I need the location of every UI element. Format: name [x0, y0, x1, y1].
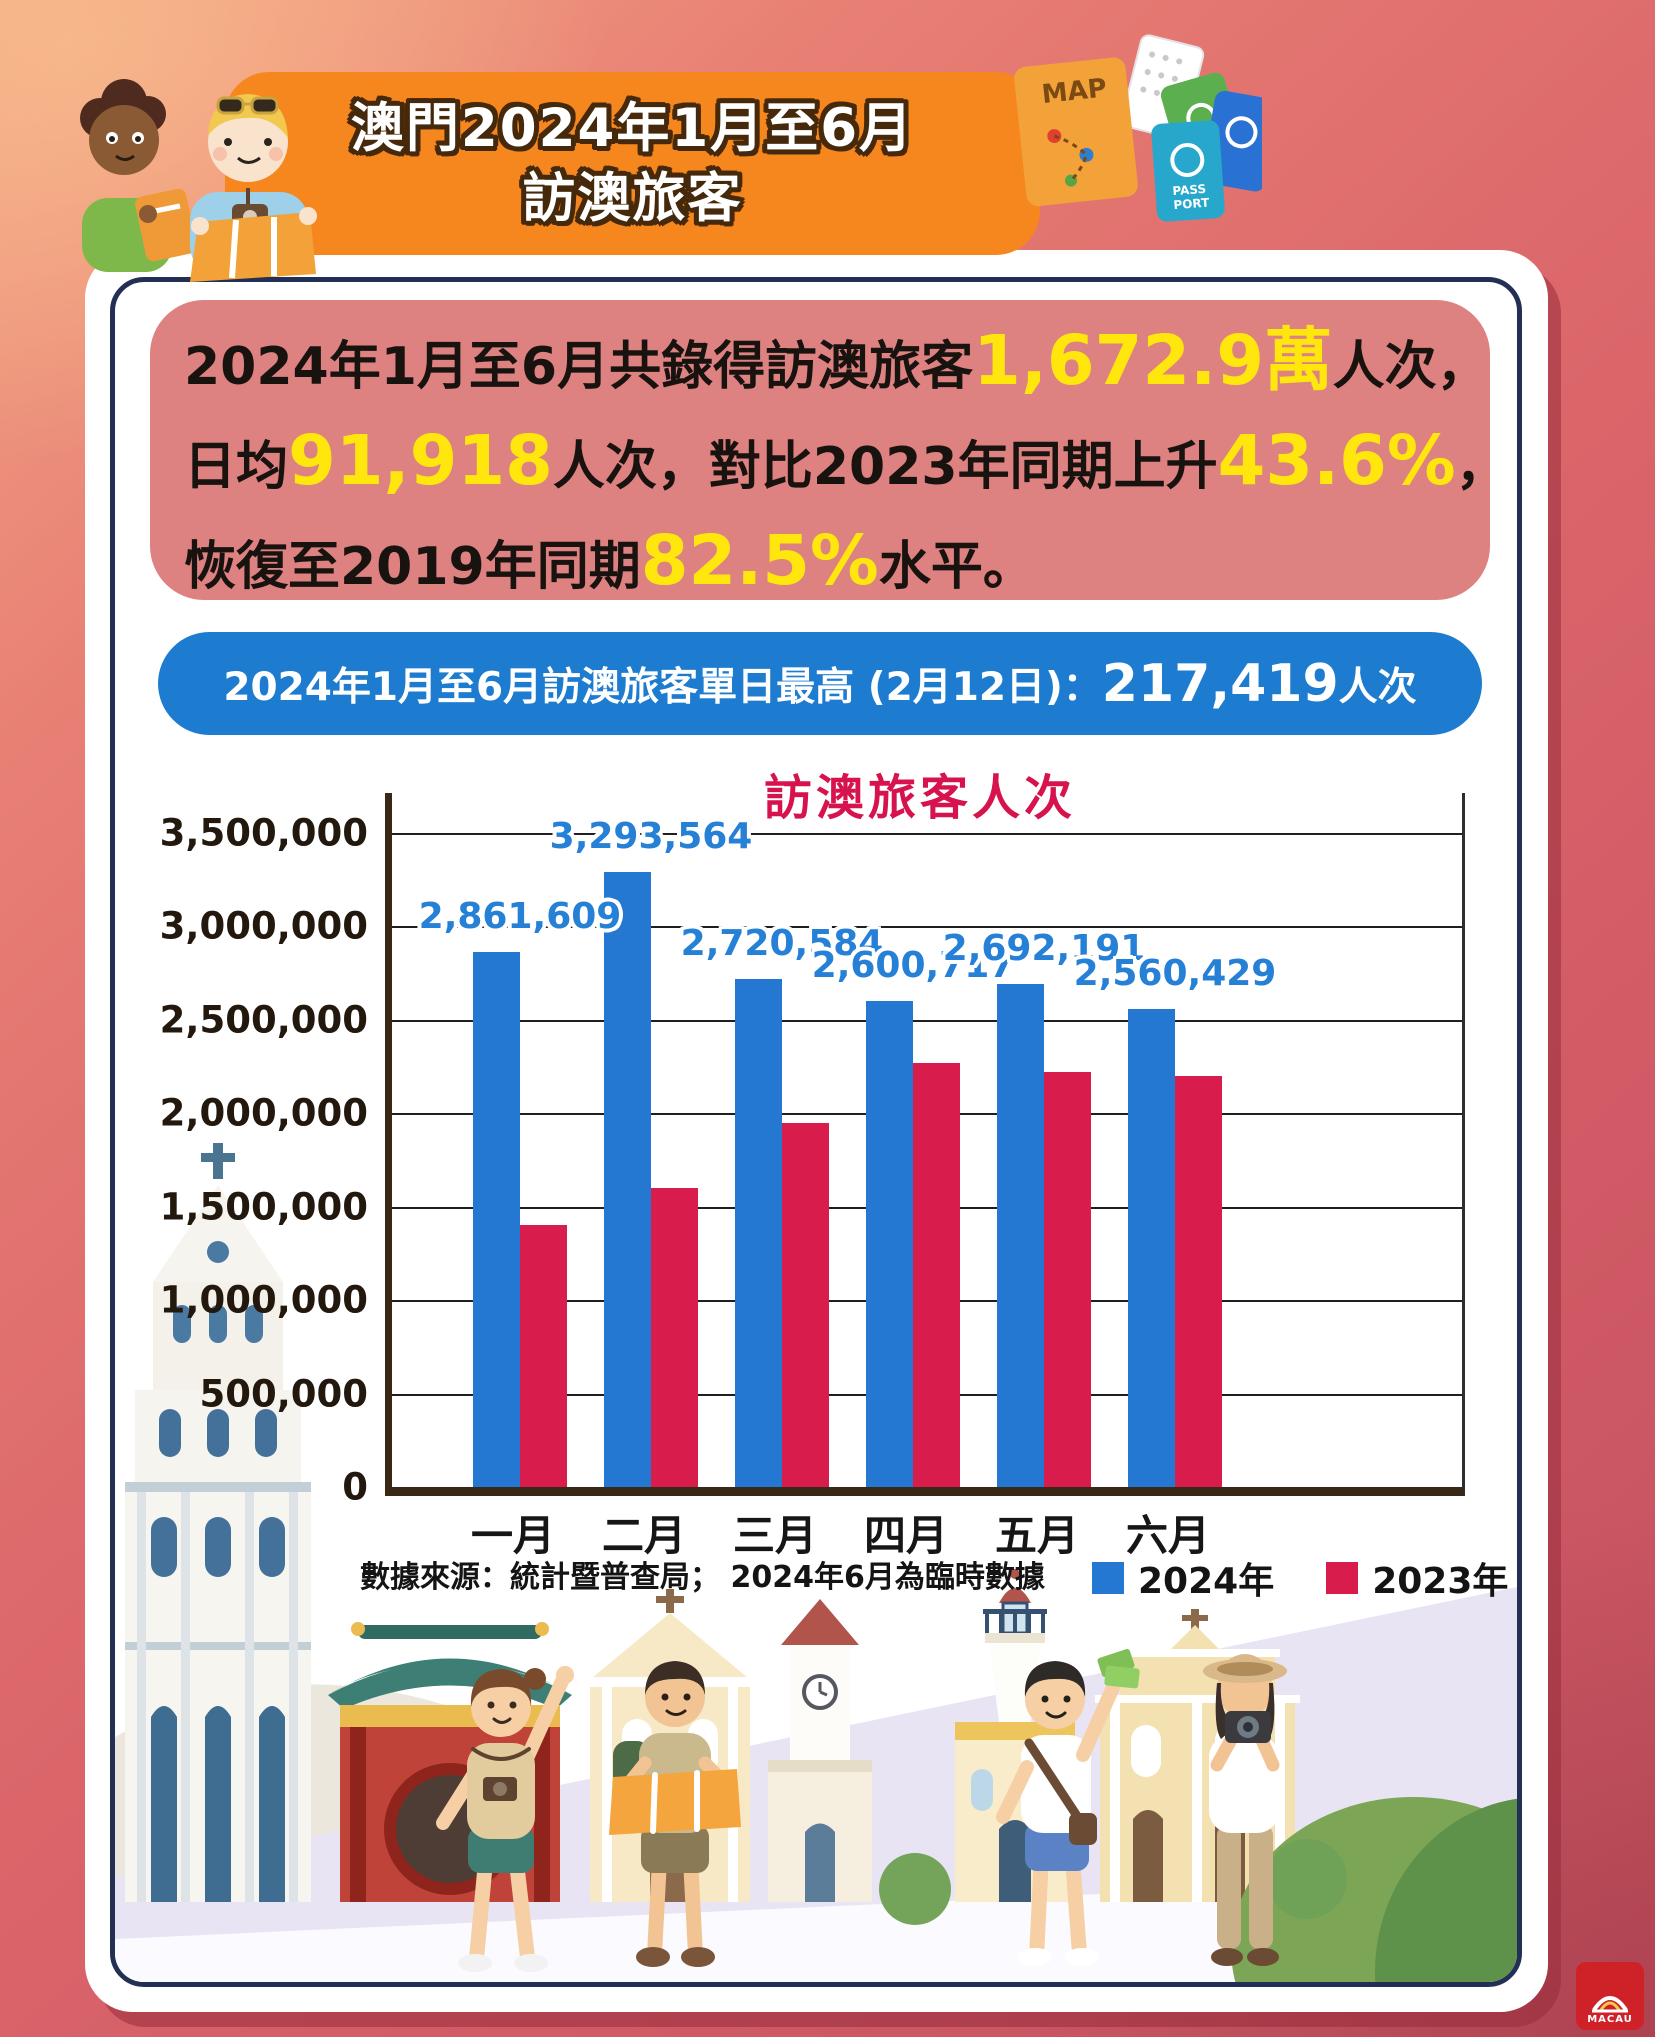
y-tick-label: 0: [342, 1465, 368, 1509]
legend-item-2024年: 2024年: [1092, 1552, 1274, 1604]
bar-value-label: 2,720,584: [680, 922, 884, 964]
bar-2023-三月: [782, 1122, 829, 1487]
summary-highlight: 1,672.9萬: [973, 321, 1333, 401]
legend-item-2023年: 2023年: [1326, 1552, 1508, 1604]
mgto-emblem-icon: [1592, 1996, 1628, 2013]
bar-2024-二月: [604, 871, 651, 1487]
gridline: [392, 833, 1462, 835]
summary-segment: ，: [1455, 437, 1508, 497]
traveler-blonde-icon: [190, 94, 317, 282]
month-label: 三月: [732, 1511, 818, 1560]
summary-highlight: 43.6%: [1217, 421, 1456, 501]
peak-text-prefix: 2024年1月至6月訪澳旅客單日最高 (2月12日)：: [223, 664, 1102, 710]
tourist-photographer-illustration: [1203, 1654, 1287, 1966]
page-title-line2: 訪澳旅客: [522, 167, 743, 229]
passport-pass-label: PASS: [1172, 182, 1207, 198]
chart-title: 訪澳旅客人次: [763, 770, 1076, 826]
macau-street-scene-illustration: [115, 1143, 1517, 1982]
summary-text: 2024年1月至6月共錄得訪澳旅客1,672.9萬人次， 日均91,918人次，對…: [184, 314, 1508, 614]
hills-illustration: [879, 1797, 1517, 1982]
summary-line: 日均91,918人次，對比2023年同期上升43.6%，: [184, 414, 1508, 514]
peak-banner: 2024年1月至6月訪澳旅客單日最高 (2月12日)： 217,419 人次: [158, 632, 1482, 735]
map-in-hands-icon: [190, 207, 317, 282]
mgto-logo-text: MACAU: [1587, 2014, 1633, 2025]
peak-value: 217,419: [1101, 653, 1339, 714]
legend-swatch: [1092, 1562, 1124, 1594]
bar-value-label: 2,560,429: [1073, 952, 1277, 994]
bar-2024-四月: [866, 1001, 913, 1487]
legend-label: 2024年: [1138, 1561, 1275, 1602]
bar-2024-一月: [473, 952, 520, 1487]
chart-legend: 2024年 2023年: [1092, 1552, 1508, 1604]
tourist-money-illustration: [996, 1649, 1140, 1966]
legend-label: 2023年: [1372, 1561, 1509, 1602]
travel-items-illustration: MAP PASS PORT: [1014, 34, 1262, 222]
bar-2024-三月: [735, 978, 782, 1487]
y-tick-label: 1,000,000: [159, 1278, 368, 1322]
summary-line: 恢復至2019年同期82.5%水平。: [184, 514, 1490, 614]
y-tick-label: 2,500,000: [159, 998, 368, 1042]
bar-2023-六月: [1175, 1075, 1222, 1487]
summary-segment: 人次，: [1332, 337, 1489, 397]
tourist-waving-illustration: [436, 1666, 574, 1972]
bell-tower-illustration: [768, 1599, 872, 1902]
bar-2023-一月: [520, 1225, 567, 1487]
gridline: [392, 1019, 1462, 1022]
legend-swatch: [1326, 1562, 1359, 1594]
summary-highlight: 82.5%: [640, 521, 879, 601]
y-tick-label: 2,000,000: [159, 1091, 368, 1135]
traveler-dark-hair-icon: [80, 79, 197, 272]
summary-line: 2024年1月至6月共錄得訪澳旅客1,672.9萬人次，: [184, 314, 1490, 414]
st-pauls-ruins-illustration: [125, 1143, 311, 1902]
bar-2023-四月: [913, 1062, 960, 1487]
page-title-line1: 澳門2024年1月至6月: [350, 97, 915, 159]
y-axis-labels: 3,500,000 3,000,000 2,500,000 2,000,000 1,50…: [150, 793, 368, 1509]
peak-text-suffix: 人次: [1338, 664, 1417, 710]
month-label: 四月: [863, 1511, 949, 1560]
bar-value-label: 2,692,191: [942, 927, 1146, 969]
summary-segment: 恢復至2019年同期: [184, 537, 641, 597]
bar-value-label: 3,293,564: [549, 815, 753, 857]
y-tick-label: 1,500,000: [159, 1185, 368, 1229]
card-frame: [110, 277, 1522, 1987]
gridline: [392, 926, 1462, 929]
tourist-backpacker-illustration: [609, 1661, 741, 1967]
month-label: 一月: [470, 1511, 556, 1560]
tourists-reading-map-illustration: [80, 79, 317, 282]
summary-segment: 人次，對比2023年同期上升: [552, 437, 1218, 497]
y-tick-label: 3,000,000: [159, 904, 368, 948]
month-label: 六月: [1125, 1511, 1211, 1560]
x-axis-labels: 一月 二月 三月 四月 五月 六月: [385, 1502, 1455, 1560]
summary-segment: 日均: [184, 437, 289, 497]
bar-2024-五月: [997, 983, 1044, 1487]
bar-2023-二月: [651, 1188, 698, 1487]
bar-2024-六月: [1128, 1008, 1175, 1487]
summary-segment: 2024年1月至6月共錄得訪澳旅客: [184, 337, 974, 397]
passport-teal-icon: PASS PORT: [1151, 120, 1225, 222]
y-tick-label: 500,000: [199, 1372, 368, 1416]
chinese-temple-illustration: [328, 1622, 572, 1902]
month-label: 二月: [601, 1511, 687, 1560]
bar-2023-五月: [1044, 1072, 1091, 1487]
summary-segment: 水平。: [878, 537, 1035, 597]
month-label: 五月: [994, 1511, 1080, 1560]
mgto-logo: MACAU: [1576, 1962, 1644, 2030]
y-tick-label: 3,500,000: [159, 811, 368, 855]
passport-port-label: PORT: [1173, 196, 1211, 213]
chart-source-note: 數據來源：統計暨普查局； 2024年6月為臨時數據: [360, 1560, 1045, 1595]
sunglasses-icon: [216, 96, 279, 115]
map-label: MAP: [1040, 73, 1108, 110]
summary-box: 2024年1月至6月共錄得訪澳旅客1,672.9萬人次， 日均91,918人次，對…: [150, 300, 1508, 601]
header-banner: 澳門2024年1月至6月 訪澳旅客: [225, 72, 1040, 255]
map-icon: MAP: [1014, 57, 1138, 207]
summary-highlight: 91,918: [288, 421, 553, 501]
plot-area: 2,861,609 3,293,564 2,720,584 2,600,717 2,69…: [385, 793, 1465, 1496]
bar-value-label: 2,600,717: [811, 945, 1015, 987]
bar-value-label: 2,861,609: [418, 896, 622, 938]
